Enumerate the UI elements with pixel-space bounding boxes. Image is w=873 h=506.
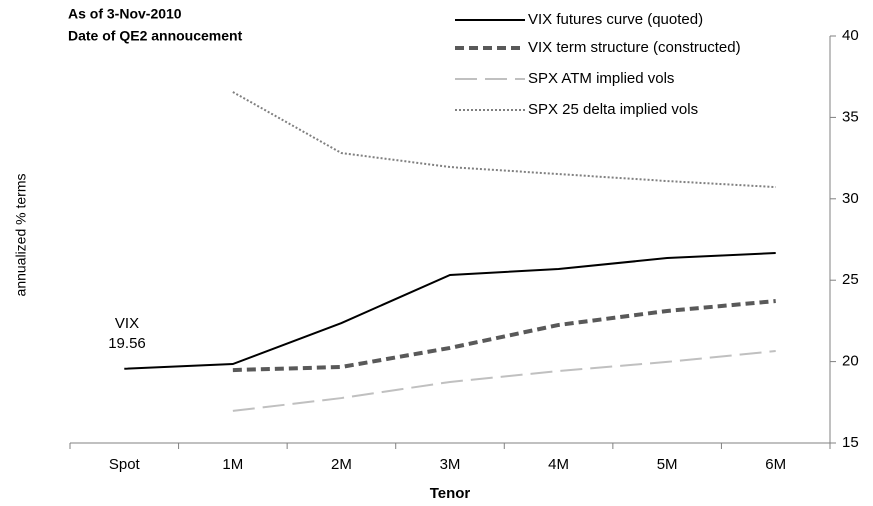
y-tick-label: 35 [842,108,859,125]
y-tick-label: 30 [842,190,859,207]
chart-title: As of 3-Nov-2010 [68,6,182,22]
series-line [232,350,776,412]
legend-label: SPX 25 delta implied vols [528,101,698,118]
y-tick-label: 20 [842,353,859,370]
legend-label: SPX ATM implied vols [528,70,674,87]
y-tick-label: 40 [842,27,859,44]
y-axis-label: annualized % terms [13,174,29,297]
y-tick-label: 15 [842,434,859,451]
annotation: VIX [115,315,139,332]
x-tick-label: 4M [548,456,569,473]
annotation: 19.56 [108,335,146,352]
x-tick-label: 5M [657,456,678,473]
series-line [232,299,776,373]
series-line [232,91,776,189]
x-axis-label: Tenor [430,485,471,502]
series-line [124,252,776,370]
x-tick-label: 2M [331,456,352,473]
chart-subtitle: Date of QE2 annoucement [68,28,243,44]
y-tick-label: 25 [842,271,859,288]
legend-label: VIX term structure (constructed) [528,39,741,56]
legend-label: VIX futures curve (quoted) [528,11,703,28]
x-tick-label: 3M [440,456,461,473]
x-tick-label: 6M [765,456,786,473]
x-tick-label: 1M [222,456,243,473]
x-tick-label: Spot [109,456,141,473]
